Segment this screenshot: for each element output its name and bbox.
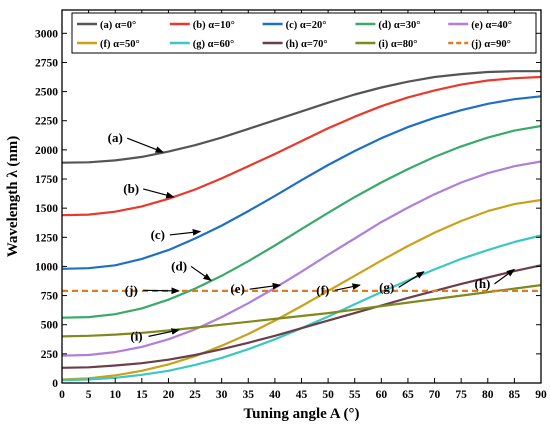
- x-tick-label-8: 40: [269, 389, 281, 401]
- x-tick-label-0: 0: [59, 389, 65, 401]
- x-tick-label-13: 65: [402, 389, 414, 401]
- y-tick-label-10: 2500: [35, 87, 58, 99]
- y-tick-label-9: 2250: [35, 116, 58, 128]
- x-tick-label-18: 90: [535, 389, 547, 401]
- annotation-arrow-4: [249, 282, 282, 290]
- y-tick-label-8: 2000: [35, 145, 58, 157]
- annotation-arrow-0: [127, 137, 164, 153]
- y-tick-label-4: 1000: [35, 261, 58, 273]
- series-line-4: [61, 160, 542, 357]
- annotation-label-1: (b): [123, 181, 139, 196]
- legend-label-5: (f) α=50°: [100, 39, 140, 50]
- y-tick-label-0: 0: [52, 378, 58, 390]
- x-tick-label-3: 15: [136, 389, 148, 401]
- series-line-6: [61, 234, 542, 382]
- x-tick-label-12: 60: [376, 389, 388, 401]
- series-line-5: [61, 198, 542, 381]
- series-line-3: [61, 124, 542, 319]
- legend-label-7: (h) α=70°: [286, 39, 328, 50]
- legend: (a) α=0° (b) α=10° (c) α=20° (d) α=30° (e) α…: [71, 12, 537, 54]
- annotation-arrow-1: [143, 188, 175, 199]
- annotation-label-0: (a): [108, 130, 123, 145]
- legend-box: [71, 12, 537, 54]
- annotation-label-7: (h): [475, 276, 491, 291]
- legend-label-9: (j) α=90°: [471, 39, 511, 50]
- legend-label-3: (d) α=30°: [378, 20, 420, 31]
- annotation-arrow-3: [190, 265, 212, 281]
- x-tick-label-6: 30: [216, 389, 228, 401]
- annotation-arrow-7: [494, 268, 516, 285]
- annotation-label-2: (c): [151, 227, 165, 242]
- annotation-arrow-6: [398, 271, 425, 288]
- x-tick-label-11: 55: [349, 389, 361, 401]
- series-layer: [61, 70, 542, 382]
- y-tick-label-3: 750: [41, 291, 59, 303]
- y-axis-title: Wavelength λ (nm): [5, 136, 21, 258]
- x-tick-label-7: 35: [243, 389, 255, 401]
- x-tick-label-16: 80: [482, 389, 494, 401]
- annotation-label-3: (d): [171, 258, 187, 273]
- y-tick-label-7: 1750: [35, 174, 58, 186]
- legend-label-8: (i) α=80°: [378, 39, 417, 50]
- annotation-arrow-9: [148, 328, 180, 337]
- legend-label-0: (a) α=0°: [100, 20, 136, 31]
- y-tick-label-12: 3000: [35, 28, 58, 40]
- series-line-1: [61, 75, 542, 217]
- annotation-arrow-8: [143, 287, 180, 295]
- x-tick-label-9: 45: [296, 389, 308, 401]
- annotation-arrow-5: [334, 283, 361, 291]
- series-line-7: [61, 264, 542, 369]
- x-tick-label-15: 75: [455, 389, 467, 401]
- series-line-2: [61, 95, 542, 270]
- y-tick-label-2: 500: [41, 320, 59, 332]
- legend-label-6: (g) α=60°: [193, 39, 234, 50]
- series-line-8: [61, 284, 542, 338]
- y-tick-label-1: 250: [41, 349, 59, 361]
- series-line-0: [61, 70, 541, 164]
- x-tick-label-5: 25: [189, 389, 201, 401]
- x-tick-label-2: 10: [109, 389, 121, 401]
- axis-layer: 0 5 10 15 20 25 30 35 40 45 50 55 60 65 70 75 80 85 90 0 250…: [35, 9, 547, 401]
- x-tick-label-17: 85: [509, 389, 521, 401]
- x-tick-label-10: 50: [322, 389, 334, 401]
- annotation-label-9: (i): [130, 328, 142, 343]
- legend-label-1: (b) α=10°: [193, 20, 235, 31]
- legend-label-4: (e) α=40°: [471, 20, 512, 31]
- x-axis-title: Tuning angle A (°): [244, 406, 360, 422]
- x-tick-label-4: 20: [163, 389, 175, 401]
- x-tick-label-1: 5: [86, 389, 92, 401]
- annotation-layer: (a) (b) (c) (d) (e) (f) (g) (h) (j) (i): [108, 130, 516, 343]
- annotation-label-4: (e): [230, 281, 244, 296]
- legend-label-2: (c) α=20°: [286, 20, 327, 31]
- y-tick-label-5: 1250: [35, 232, 58, 244]
- annotation-label-8: (j): [125, 282, 138, 297]
- y-tick-label-6: 1500: [35, 203, 58, 215]
- annotation-arrow-2: [169, 228, 202, 236]
- annotation-label-6: (g): [379, 279, 394, 294]
- y-tick-label-11: 2750: [35, 57, 58, 69]
- annotation-label-5: (f): [316, 282, 329, 297]
- x-tick-label-14: 70: [429, 389, 441, 401]
